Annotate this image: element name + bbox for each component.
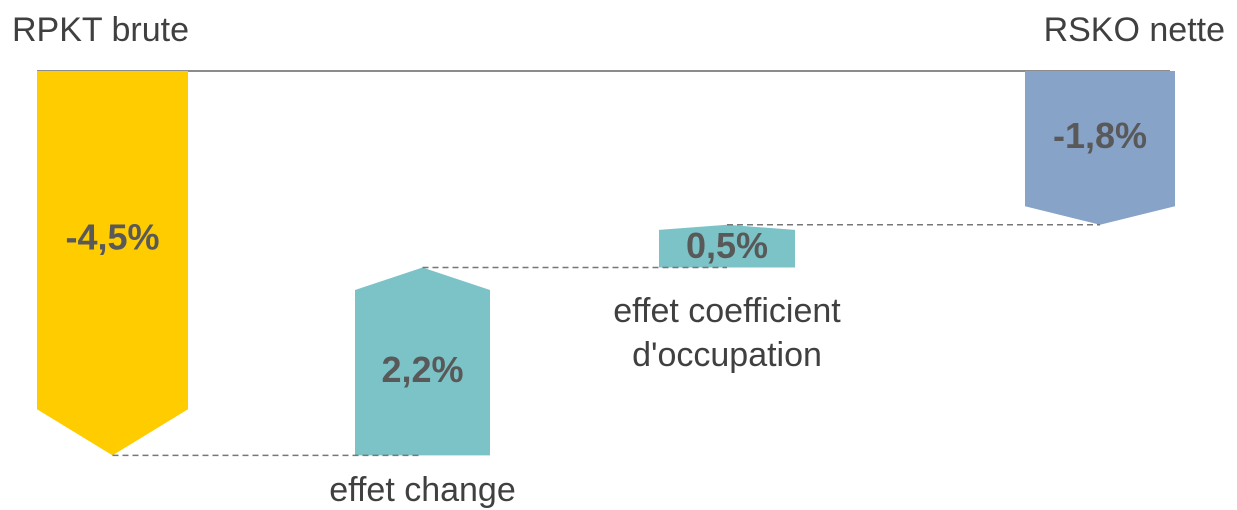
bar: [1025, 71, 1175, 225]
category-label: effet coefficient d'occupation: [613, 292, 841, 375]
value-label: 2,2%: [381, 349, 463, 390]
value-label: -4,5%: [65, 217, 159, 258]
value-label: -1,8%: [1053, 115, 1147, 156]
bar: [355, 267, 490, 456]
value-label: 0,5%: [686, 225, 768, 266]
category-label: RSKO nette: [1043, 11, 1225, 49]
category-label: RPKT brute: [12, 11, 190, 49]
bar: [37, 71, 188, 456]
bar: [659, 224, 795, 268]
category-label: effet change: [329, 471, 516, 509]
